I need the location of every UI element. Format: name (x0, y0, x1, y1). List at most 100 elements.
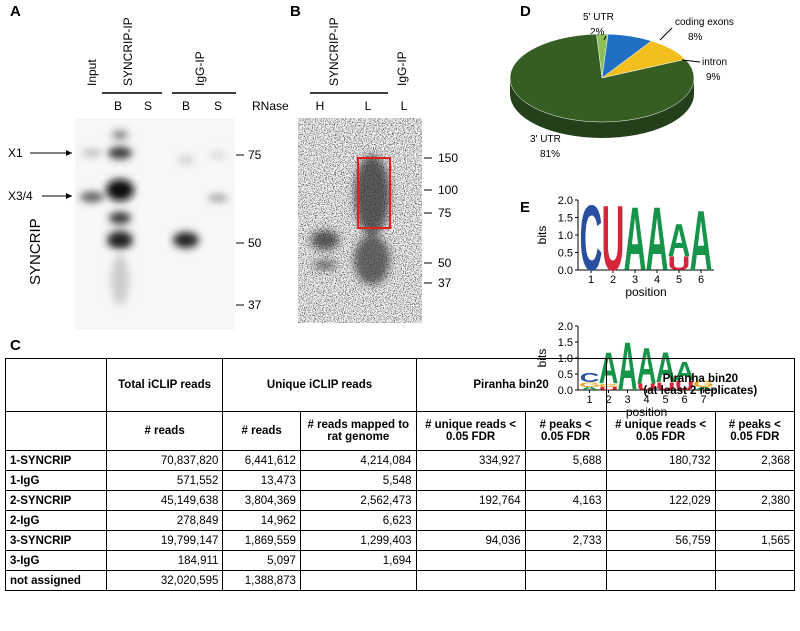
empty-cell (605, 470, 716, 491)
subheader-cell: # reads (222, 411, 301, 451)
data-cell: 13,473 (222, 470, 301, 491)
data-row: 1-IgG 571,552 13,473 5,548 (5, 470, 796, 491)
y-axis-label: bits (535, 226, 549, 245)
lane-label: IgG-IP (193, 51, 207, 86)
x-tick-label: 6 (698, 274, 704, 286)
mw-label: 50 (438, 256, 452, 270)
subheader-cell: # reads mapped to rat genome (299, 411, 417, 451)
mw-label: 75 (248, 148, 262, 162)
header-line: Piranha bin20 (662, 373, 738, 385)
sublane-label: B (182, 99, 190, 113)
subheader-cell: # reads (105, 411, 224, 451)
y-tick-label: 1.0 (558, 230, 573, 242)
data-row: 3-SYNCRIP 19,799,147 1,869,559 1,299,403 94,… (5, 530, 796, 551)
empty-cell (524, 470, 607, 491)
logo-letter: A (668, 215, 691, 266)
data-cell: 4,214,084 (299, 450, 417, 471)
data-cell: 5,548 (299, 470, 417, 491)
empty-cell (415, 470, 526, 491)
slice-value: 9% (706, 72, 721, 83)
arrowhead (66, 193, 72, 199)
data-cell: 5,097 (222, 550, 301, 571)
slice-label: coding exons (675, 17, 734, 28)
data-cell: 32,020,595 (105, 570, 224, 591)
lane-label: Input (85, 59, 99, 86)
y-tick-label: 1.5 (558, 213, 573, 225)
slice-value: 8% (688, 32, 703, 43)
x-tick-label: 4 (654, 274, 660, 286)
logo-letter: A (624, 190, 647, 290)
x-tick-label: 2 (610, 274, 616, 286)
subheader-cell: # peaks < 0.05 FDR (524, 411, 607, 451)
treatment-label: RNase (252, 99, 289, 113)
x-tick-label: 3 (632, 274, 638, 286)
data-cell: 180,732 (605, 450, 716, 471)
data-cell: 122,029 (605, 490, 716, 511)
header-cell: Unique iCLIP reads (222, 358, 417, 412)
header-cell: Total iCLIP reads (105, 358, 224, 412)
data-cell: 3,804,369 (222, 490, 301, 511)
mw-label: 50 (248, 236, 262, 250)
data-cell: 2,368 (714, 450, 796, 471)
y-tick-label: 0.5 (558, 248, 573, 260)
sublane-label: L (401, 99, 408, 113)
arrowhead (66, 150, 72, 156)
data-cell: 6,623 (299, 510, 417, 531)
empty-cell (605, 510, 716, 531)
x-axis-label: position (625, 285, 666, 299)
x-tick-label: 1 (588, 274, 594, 286)
data-row: 3-IgG 184,911 5,097 1,694 (5, 550, 796, 571)
subheader-row: # reads # reads # reads mapped to rat geno… (5, 411, 796, 451)
header-line: (at least 2 replicates) (643, 385, 758, 397)
y-tick-label: 0.0 (558, 265, 573, 277)
y-tick-label: 2.0 (558, 195, 573, 207)
row-label: SYNCRIP (27, 218, 44, 285)
empty-cell (714, 470, 796, 491)
logo-letter: C (580, 187, 603, 290)
x-tick-label: 5 (676, 274, 682, 286)
panel-label: B (290, 3, 301, 20)
header-row: Total iCLIP reads Unique iCLIP reads Piran… (5, 358, 796, 412)
data-cell: 1,388,873 (222, 570, 301, 591)
data-cell: 334,927 (415, 450, 526, 471)
mw-label: 37 (438, 276, 452, 290)
mw-label: 100 (438, 183, 458, 197)
data-cell: 14,962 (222, 510, 301, 531)
slice-value: 81% (540, 149, 560, 160)
data-cell: 2,562,473 (299, 490, 417, 511)
sublane-label: S (214, 99, 222, 113)
data-cell: 2,380 (714, 490, 796, 511)
leader (603, 35, 607, 41)
lane-label: SYNCRIP-IP (121, 17, 135, 86)
row-header: 2-SYNCRIP (5, 490, 107, 511)
leader (681, 59, 701, 63)
logo-letter: U (668, 252, 691, 274)
empty-cell (299, 570, 417, 591)
mw-label: 150 (438, 151, 458, 165)
empty-cell (714, 550, 796, 571)
leader (659, 27, 673, 41)
marker-label: X1 (8, 146, 23, 160)
data-cell: 184,911 (105, 550, 224, 571)
lane-label: SYNCRIP-IP (327, 17, 341, 86)
sublane-label: S (144, 99, 152, 113)
data-row: 2-IgG 278,849 14,962 6,623 (5, 510, 796, 531)
panel-label: A (10, 3, 21, 20)
sublane-label: B (114, 99, 122, 113)
data-cell: 192,764 (415, 490, 526, 511)
mw-label: 75 (438, 206, 452, 220)
header-cell: Piranha bin20 (at least 2 replicates) (605, 358, 796, 412)
highlight-box (357, 157, 391, 229)
data-cell: 45,149,638 (105, 490, 224, 511)
subheader-cell: # unique reads < 0.05 FDR (605, 411, 716, 451)
gel (75, 118, 235, 330)
lane-label: IgG-IP (395, 51, 409, 86)
subheader-cell: # unique reads < 0.05 FDR (415, 411, 526, 451)
data-cell: 56,759 (605, 530, 716, 551)
row-header: not assigned (5, 570, 107, 591)
marker-label: X3/4 (8, 189, 33, 203)
panel-label: D (520, 3, 531, 20)
y-tick-label: 2.0 (558, 321, 573, 333)
empty-cell (524, 570, 607, 591)
